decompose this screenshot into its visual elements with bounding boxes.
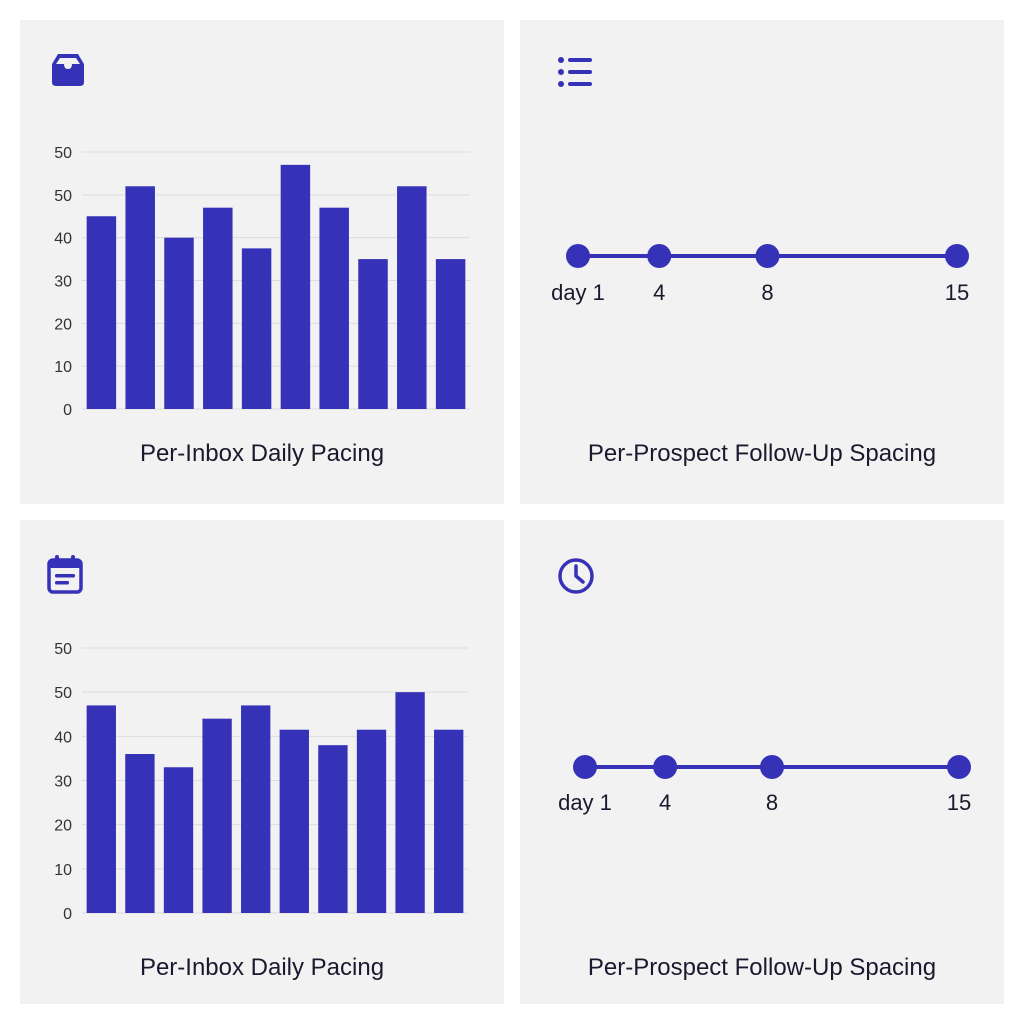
timeline-point	[566, 244, 590, 268]
bar	[202, 718, 232, 913]
y-tick-label: 50	[54, 685, 72, 702]
timeline-label: 15	[945, 280, 969, 305]
y-tick-label: 40	[54, 729, 72, 746]
bar	[434, 729, 464, 913]
timeline-label: 4	[653, 280, 665, 305]
timeline-point	[947, 755, 971, 779]
timeline-point	[755, 244, 780, 268]
y-tick-label: 50	[54, 641, 72, 658]
bar	[280, 164, 311, 409]
timeline-label: 8	[761, 280, 773, 305]
bar	[241, 705, 271, 913]
timeline-point	[647, 244, 672, 268]
chart-title-spacing-top: Per-Prospect Follow-Up Spacing	[587, 440, 937, 467]
bar	[356, 729, 387, 913]
timeline-chart-top: day 1 4 8 15	[551, 244, 969, 305]
bar	[125, 186, 155, 409]
timeline-point	[573, 755, 597, 779]
spacing-card-top: day 1 4 8 15 Per-Prospect Follow-Up Spacing	[520, 20, 1004, 504]
bar	[319, 207, 349, 409]
bar	[358, 259, 388, 409]
bar	[164, 237, 194, 409]
timeline-label: 8	[766, 790, 778, 815]
bar	[86, 216, 117, 409]
y-tick-label: 30	[54, 774, 72, 791]
calendar-icon	[47, 555, 83, 594]
bar	[318, 745, 348, 913]
y-tick-label: 10	[54, 862, 72, 879]
y-tick-label: 0	[63, 402, 72, 419]
bar	[203, 207, 233, 409]
timeline-label: 15	[947, 790, 971, 815]
pacing-card-top: 0 10 20 30 40 50 50 Per-Inbox Daily Pacing	[20, 20, 504, 504]
timeline-point	[653, 755, 678, 779]
bar	[397, 186, 427, 409]
list-icon	[558, 57, 592, 87]
spacing-card-bottom: day 1 4 8 15 Per-Prospect Follow-Up Spacing	[520, 520, 1004, 1004]
bar	[241, 248, 272, 409]
timeline-label: day 1	[558, 790, 612, 815]
clock-icon	[558, 558, 594, 594]
y-tick-label: 30	[54, 274, 72, 291]
y-tick-label: 50	[54, 188, 72, 205]
bar-chart-bottom: 0 10 20 30 40 50 50	[54, 641, 468, 923]
timeline-chart-bottom: day 1 4 8 15	[558, 755, 971, 815]
bar	[125, 754, 155, 913]
pacing-card-bottom: 0 10 20 30 40 50 50 Per-Inbox Daily Pacing	[20, 520, 504, 1004]
bar	[395, 692, 425, 913]
bar	[279, 729, 309, 913]
timeline-point	[945, 244, 969, 268]
bar	[435, 259, 466, 409]
y-tick-label: 0	[63, 906, 72, 923]
y-tick-label: 10	[54, 359, 72, 376]
chart-title-top: Per-Inbox Daily Pacing	[139, 440, 385, 467]
chart-title-bottom: Per-Inbox Daily Pacing	[139, 954, 385, 981]
y-tick-label: 50	[54, 145, 72, 162]
chart-title-spacing-bottom: Per-Prospect Follow-Up Spacing	[587, 954, 937, 981]
bar-chart-top: 0 10 20 30 40 50 50	[54, 145, 470, 419]
timeline-label: 4	[659, 790, 671, 815]
inbox-tray-icon	[52, 54, 84, 86]
y-tick-label: 40	[54, 231, 72, 248]
y-tick-label: 20	[54, 818, 72, 835]
timeline-point	[760, 755, 784, 779]
bar	[86, 705, 116, 913]
bar	[163, 767, 194, 913]
timeline-label: day 1	[551, 280, 605, 305]
y-tick-label: 20	[54, 316, 72, 333]
